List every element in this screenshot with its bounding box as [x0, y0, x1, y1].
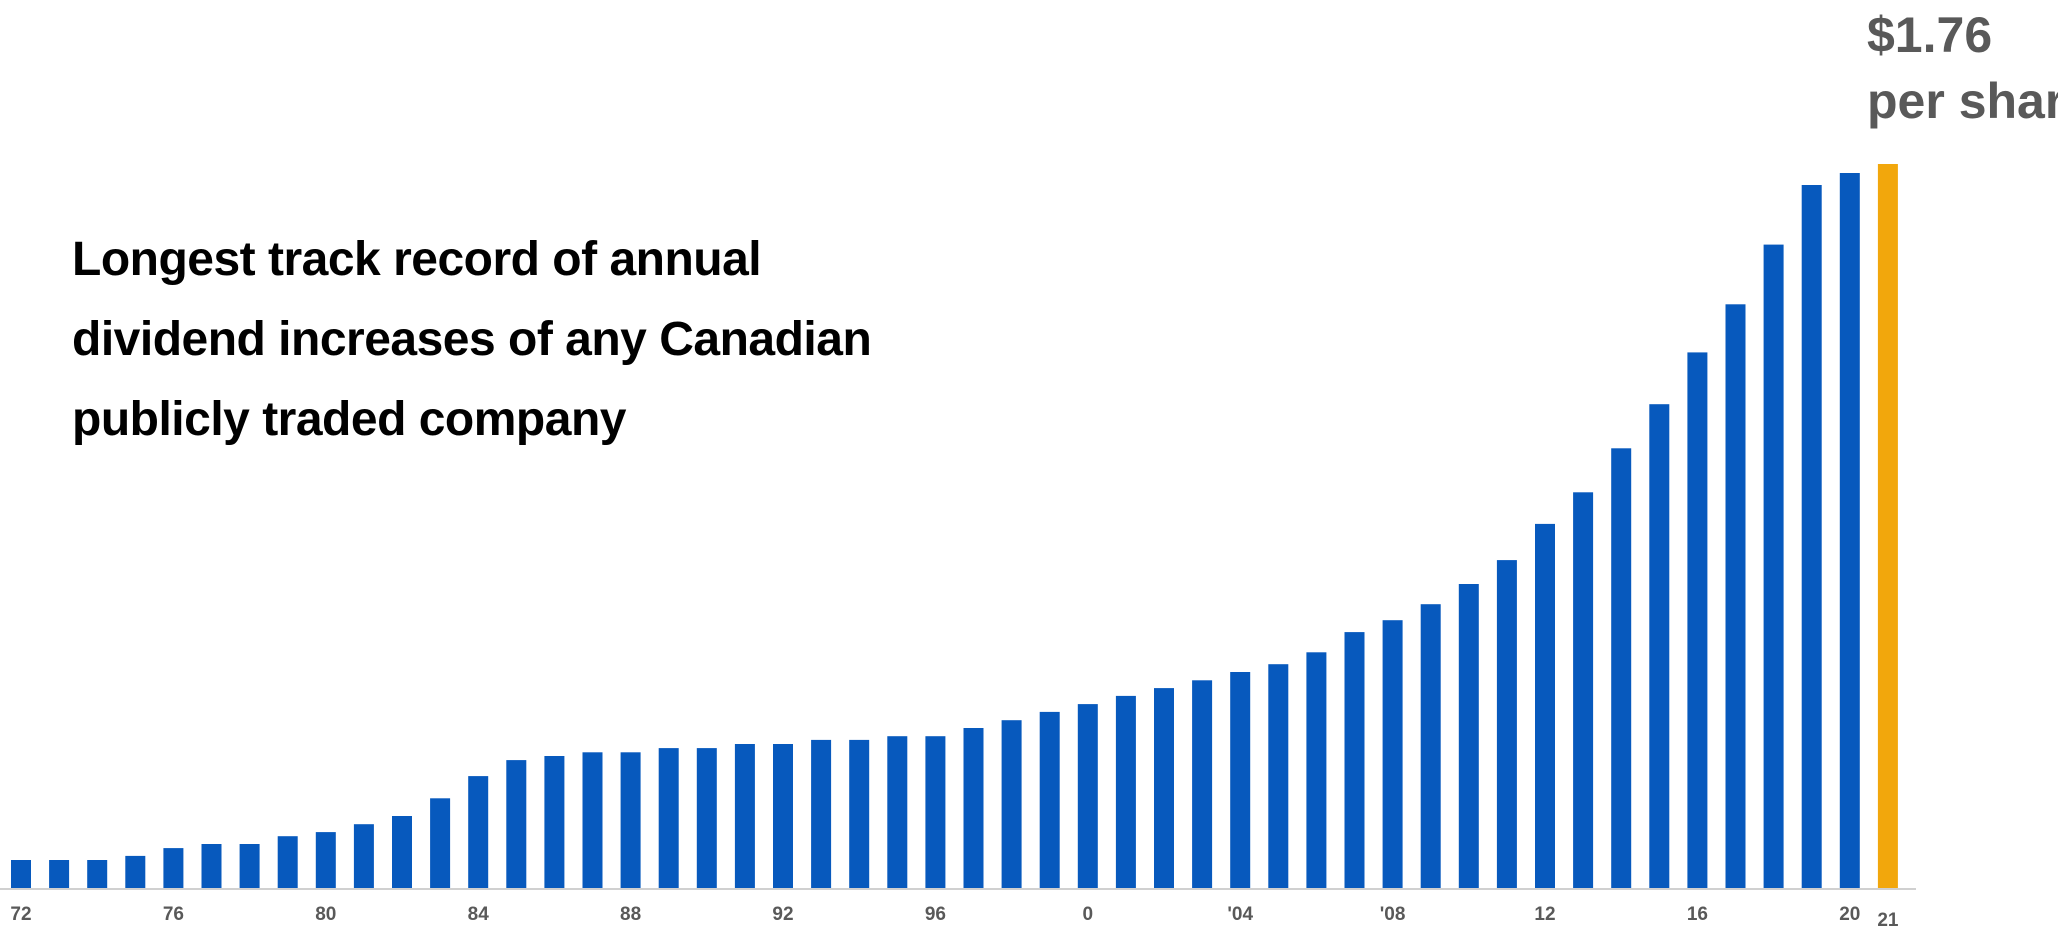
bar-85 [506, 760, 527, 888]
bar-77 [201, 844, 222, 888]
bar-75 [125, 855, 146, 888]
x-tick-label-72: 72 [10, 904, 31, 925]
bar-11 [1496, 560, 1517, 888]
bar-10 [1458, 584, 1479, 888]
bar-90 [696, 748, 717, 888]
dividend-callout: $1.76 per share [1867, 2, 2058, 134]
x-tick-label-0: 0 [1083, 904, 1094, 925]
bar-01 [1115, 695, 1136, 888]
bar-97 [963, 728, 984, 888]
bar-81 [353, 824, 374, 888]
bar-73 [49, 860, 70, 888]
bar-02 [1154, 688, 1174, 888]
x-tick-label-80: 80 [315, 904, 336, 925]
bar-94 [849, 739, 870, 888]
bar-86 [544, 756, 565, 888]
headline-line-2: dividend increases of any Canadian [72, 313, 872, 366]
bar-06 [1306, 652, 1327, 888]
bar-88 [620, 752, 641, 889]
bar-07 [1344, 632, 1365, 888]
callout-value: $1.76 [1867, 7, 1993, 63]
bar-18 [1763, 244, 1784, 889]
bar-14 [1611, 448, 1632, 888]
bar-series [11, 164, 1898, 889]
bar-96 [925, 736, 946, 888]
x-tick-label-76: 76 [163, 904, 184, 925]
headline-line-1: Longest track record of annual [72, 233, 762, 286]
bar-03 [1192, 680, 1213, 888]
x-tick-label-16: 16 [1687, 904, 1708, 925]
headline: Longest track record of annual dividend … [72, 220, 892, 460]
bar-95 [887, 736, 908, 888]
bar-98 [1001, 720, 1022, 888]
bar-74 [87, 860, 108, 888]
bar-84 [468, 776, 489, 888]
bar-16 [1687, 352, 1708, 888]
bar-13 [1573, 492, 1594, 888]
bar-79 [277, 836, 298, 888]
x-tick-label-'08: '08 [1380, 904, 1406, 925]
bar-80 [315, 832, 336, 888]
bar-92 [773, 744, 793, 888]
x-tick-label-88: 88 [620, 904, 641, 925]
x-tick-label-'04: '04 [1227, 904, 1253, 925]
bar-83 [430, 798, 451, 888]
bar-89 [658, 748, 679, 888]
x-tick-label-96: 96 [925, 904, 946, 925]
bar-highlight-21 [1877, 164, 1898, 888]
x-tick-label-20: 20 [1839, 904, 1860, 925]
bar-15 [1649, 404, 1670, 888]
bar-19 [1801, 185, 1822, 888]
bar-82 [392, 816, 412, 888]
x-axis-tick-labels: 72 76 80 84 88 92 96 0 '04 '08 12 16 20 21 [10, 904, 1898, 931]
x-tick-label-84: 84 [468, 904, 490, 925]
bar-12 [1535, 523, 1555, 888]
headline-line-3: publicly traded company [72, 393, 626, 446]
bar-05 [1268, 664, 1289, 888]
bar-'04 [1230, 672, 1251, 888]
bar-99 [1039, 711, 1060, 888]
bar-0 [1077, 704, 1098, 888]
bar-87 [582, 752, 603, 889]
bar-72 [11, 860, 31, 888]
bar-20 [1839, 173, 1860, 888]
bar-17 [1725, 304, 1746, 888]
x-tick-label-92: 92 [772, 904, 793, 925]
x-tick-label-12: 12 [1534, 904, 1555, 925]
bar-93 [811, 739, 832, 888]
bar-91 [734, 744, 755, 888]
callout-unit: per share [1867, 73, 2058, 129]
bar-78 [239, 844, 260, 888]
bar-76 [163, 848, 184, 888]
bar-'08 [1382, 620, 1403, 888]
bar-09 [1420, 604, 1441, 888]
x-tick-label-21: 21 [1877, 910, 1899, 931]
